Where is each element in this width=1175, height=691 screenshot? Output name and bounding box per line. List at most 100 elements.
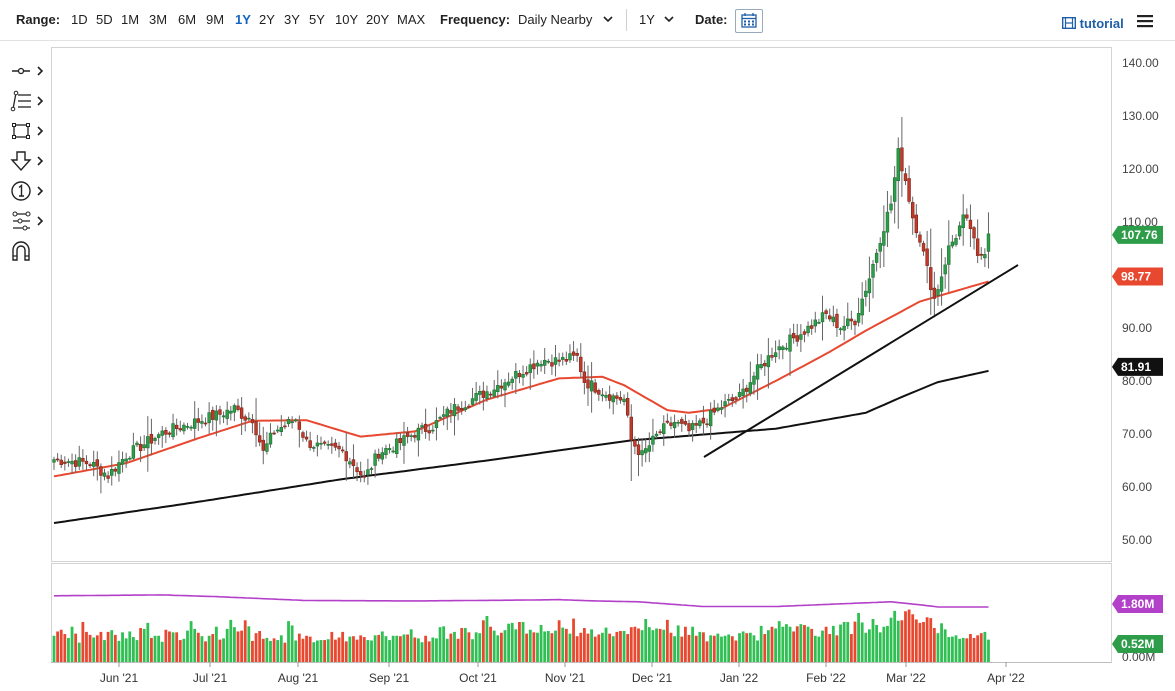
- range-20y-button[interactable]: 20Y: [366, 12, 390, 27]
- arrow-tool-button[interactable]: [10, 150, 46, 172]
- candle: [330, 436, 334, 454]
- candle: [73, 454, 78, 473]
- volume-bar: [601, 632, 604, 662]
- candle: [770, 347, 774, 361]
- candle: [968, 204, 973, 247]
- candle: [63, 456, 67, 471]
- range-max-button[interactable]: MAX: [397, 12, 426, 27]
- volume-bar: [301, 638, 305, 662]
- volume-bar: [366, 640, 370, 662]
- range-6m-button[interactable]: 6M: [178, 12, 197, 27]
- candle: [265, 431, 269, 455]
- tutorial-link[interactable]: tutorial: [1061, 16, 1124, 31]
- candle: [102, 468, 107, 481]
- range-5d-button[interactable]: 5D: [96, 12, 113, 27]
- candle: [506, 372, 511, 388]
- volume-bar: [193, 628, 197, 662]
- volume-bar: [817, 636, 821, 662]
- rectangle-tool-button[interactable]: [10, 120, 46, 142]
- volume-bar: [308, 636, 312, 662]
- volume-bar: [572, 618, 575, 662]
- candle: [312, 445, 316, 452]
- volume-bar: [168, 631, 171, 662]
- candle: [91, 450, 96, 477]
- volume-bar: [211, 634, 215, 662]
- candle: [564, 351, 569, 365]
- candle: [492, 379, 496, 398]
- volume-bar: [409, 629, 413, 662]
- volume-bar: [380, 631, 384, 662]
- volume-bar: [74, 633, 78, 662]
- volume-bar: [810, 628, 814, 662]
- volume-bar: [240, 630, 244, 662]
- price-tick-label: 130.00: [1122, 109, 1159, 123]
- volume-bar: [485, 615, 489, 662]
- candle: [705, 418, 709, 428]
- volume-bar: [828, 634, 832, 662]
- candle: [975, 219, 980, 264]
- price-tick-label: 90.00: [1122, 321, 1152, 335]
- volume-bar: [969, 634, 972, 662]
- range-1d-button[interactable]: 1D: [71, 12, 88, 27]
- period-chevron-down-icon[interactable]: [664, 14, 674, 24]
- candle: [766, 338, 771, 389]
- volume-bar: [478, 633, 482, 662]
- pattern-tool-button[interactable]: [10, 210, 46, 232]
- candle: [943, 257, 947, 289]
- volume-bar: [907, 609, 911, 662]
- volume-bar: [103, 640, 106, 662]
- candle: [138, 436, 143, 463]
- volume-bar: [63, 634, 67, 662]
- range-1y-button[interactable]: 1Y: [235, 12, 251, 27]
- trendline-drawing[interactable]: [703, 264, 1019, 458]
- candle: [355, 462, 359, 482]
- volume-bar: [644, 619, 648, 662]
- frequency-select[interactable]: Daily Nearby: [518, 12, 593, 27]
- volume-bar: [918, 622, 922, 662]
- number-tool-button[interactable]: [10, 180, 46, 202]
- period-select[interactable]: 1Y: [639, 12, 655, 27]
- volume-bar: [723, 635, 727, 662]
- range-3y-button[interactable]: 3Y: [284, 12, 300, 27]
- range-3m-button[interactable]: 3M: [149, 12, 168, 27]
- frequency-chevron-down-icon[interactable]: [603, 14, 613, 24]
- candle: [70, 453, 74, 474]
- toolbar-divider: [626, 9, 627, 31]
- volume-bar: [806, 626, 810, 662]
- volume-bar: [175, 632, 179, 662]
- price-tick-label: 50.00: [1122, 533, 1152, 547]
- date-picker-button[interactable]: [735, 9, 763, 33]
- volume-bar: [492, 630, 496, 662]
- fibonacci-tool-button[interactable]: [10, 90, 46, 112]
- candle: [427, 424, 431, 441]
- candle: [521, 365, 525, 386]
- volume-bar: [766, 630, 770, 662]
- candle: [128, 456, 132, 461]
- range-5y-button[interactable]: 5Y: [309, 12, 325, 27]
- candle: [802, 329, 807, 343]
- volume-bar: [438, 627, 442, 662]
- range-9m-button[interactable]: 9M: [206, 12, 225, 27]
- candle: [294, 418, 298, 423]
- candle: [882, 205, 886, 268]
- range-10y-button[interactable]: 10Y: [335, 12, 359, 27]
- volume-bar: [831, 625, 835, 662]
- candle: [358, 461, 363, 483]
- candle: [272, 430, 276, 435]
- candle: [947, 220, 951, 293]
- line-tool-button[interactable]: [10, 60, 46, 82]
- volume-bar: [196, 632, 200, 662]
- candle: [279, 415, 284, 436]
- range-1m-button[interactable]: 1M: [121, 12, 140, 27]
- hamburger-menu-icon[interactable]: [1137, 14, 1153, 28]
- candle: [326, 440, 330, 450]
- volume-bar: [813, 635, 817, 662]
- candle: [957, 221, 962, 240]
- candle: [929, 228, 933, 315]
- magnet-tool-button[interactable]: [10, 240, 46, 262]
- volume-bar: [518, 622, 521, 662]
- candle: [983, 248, 987, 268]
- candle: [481, 381, 486, 411]
- range-2y-button[interactable]: 2Y: [259, 12, 275, 27]
